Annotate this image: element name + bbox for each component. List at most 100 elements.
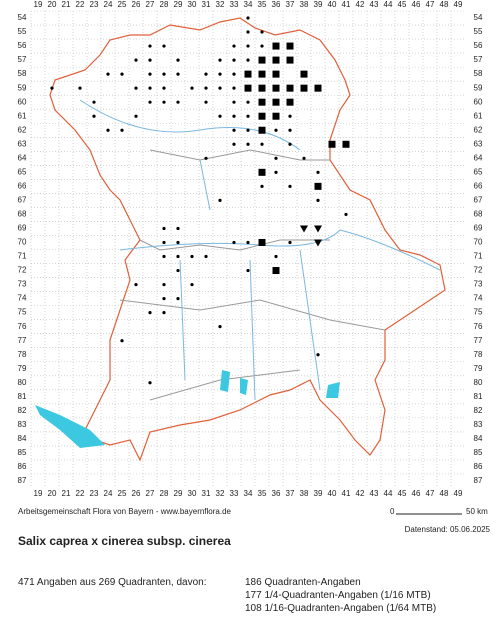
occurrence-dot xyxy=(176,58,180,62)
breakdown-line: 177 1/4-Quadranten-Angaben (1/16 MTB) xyxy=(245,590,431,601)
column-label: 37 xyxy=(286,0,295,9)
row-label: 80 xyxy=(18,378,27,387)
occurrence-dot xyxy=(190,254,194,259)
occurrence-dot xyxy=(120,339,124,343)
column-label: 44 xyxy=(384,489,393,498)
row-label: 58 xyxy=(18,69,27,78)
occurrence-dot xyxy=(162,282,166,287)
occurrence-dot xyxy=(218,86,222,90)
column-label: 45 xyxy=(398,489,407,498)
occurrence-dot xyxy=(232,114,236,118)
occurrence-dot xyxy=(218,198,222,202)
column-label: 22 xyxy=(76,489,85,498)
occurrence-dot xyxy=(288,184,292,188)
row-label: 87 xyxy=(474,476,483,485)
occurrence-dot xyxy=(246,268,250,273)
state-border xyxy=(49,17,446,462)
column-label: 24 xyxy=(104,0,113,9)
row-label: 71 xyxy=(18,252,27,261)
occurrence-dot xyxy=(260,184,264,188)
row-label: 68 xyxy=(18,210,27,219)
column-label: 41 xyxy=(342,489,351,498)
row-label: 70 xyxy=(474,238,483,247)
occurrence-dot xyxy=(232,44,236,48)
lake xyxy=(220,370,340,398)
occurrence-dot xyxy=(246,114,250,118)
column-label: 36 xyxy=(272,489,281,498)
row-label: 85 xyxy=(18,448,27,457)
column-label: 21 xyxy=(62,489,71,498)
date: Datenstand: 05.06.2025 xyxy=(405,525,491,534)
occurrence-dot xyxy=(316,198,320,202)
scale-end: 50 km xyxy=(466,507,488,516)
row-label: 76 xyxy=(18,322,27,331)
occurrence-square xyxy=(244,84,252,92)
occurrence-dot xyxy=(274,254,278,259)
column-label: 33 xyxy=(230,0,239,9)
row-label: 74 xyxy=(18,294,27,303)
occurrence-dot xyxy=(302,156,306,160)
occurrence-dot xyxy=(148,44,152,48)
occurrence-dot xyxy=(148,381,152,385)
occurrence-dot xyxy=(92,100,96,104)
occurrence-dot xyxy=(176,72,180,76)
occurrence-dot xyxy=(190,86,194,90)
row-label: 59 xyxy=(474,83,483,92)
occurrence-dot xyxy=(162,86,166,90)
column-label: 39 xyxy=(314,489,323,498)
title: Salix caprea x cinerea subsp. cinerea xyxy=(18,534,231,548)
occurrence-dot xyxy=(204,156,208,160)
occurrence-square xyxy=(272,98,280,106)
row-label: 86 xyxy=(18,462,27,471)
occurrence-square xyxy=(272,84,280,92)
column-label: 27 xyxy=(146,489,155,498)
occurrence-dot xyxy=(232,142,236,146)
row-label: 69 xyxy=(18,224,27,233)
row-label: 81 xyxy=(474,392,483,401)
row-label: 84 xyxy=(474,434,483,443)
column-label: 41 xyxy=(342,0,351,9)
occurrence-dot xyxy=(260,44,264,48)
column-label: 44 xyxy=(384,0,393,9)
row-label: 82 xyxy=(474,406,483,415)
occurrence-square xyxy=(272,70,280,78)
row-label: 55 xyxy=(474,27,483,36)
occurrence-dot xyxy=(176,297,180,301)
column-label: 35 xyxy=(258,489,267,498)
district-border xyxy=(119,149,386,401)
column-label: 30 xyxy=(188,0,197,9)
occurrence-dot xyxy=(162,297,166,301)
row-label: 68 xyxy=(474,210,483,219)
occurrence-dot xyxy=(162,311,166,315)
column-label: 29 xyxy=(174,0,183,9)
occurrence-square xyxy=(258,70,266,78)
occurrence-dot xyxy=(190,282,194,287)
occurrence-dot xyxy=(288,114,292,118)
occurrence-dot xyxy=(106,72,110,76)
summary: 471 Angaben aus 269 Quadranten, davon: xyxy=(18,577,207,588)
row-label: 67 xyxy=(18,195,27,204)
occurrence-triangle xyxy=(300,225,308,233)
row-label: 60 xyxy=(18,97,27,106)
column-label: 43 xyxy=(370,0,379,9)
row-label: 66 xyxy=(18,181,27,190)
occurrence-dot xyxy=(232,240,236,245)
occurrence-dot xyxy=(232,86,236,90)
river xyxy=(79,99,441,401)
column-label: 40 xyxy=(328,489,337,498)
row-label: 54 xyxy=(18,13,27,22)
occurrence-dot xyxy=(148,72,152,76)
column-label: 38 xyxy=(300,0,309,9)
column-label: 47 xyxy=(426,489,435,498)
column-label: 33 xyxy=(230,489,239,498)
row-label: 87 xyxy=(18,476,27,485)
occurrence-square xyxy=(328,140,336,148)
occurrence-square xyxy=(258,126,266,134)
row-label: 59 xyxy=(18,83,27,92)
row-label: 72 xyxy=(18,266,27,275)
row-label: 61 xyxy=(474,111,483,120)
occurrence-triangle xyxy=(314,239,322,247)
occurrence-dot xyxy=(120,72,124,76)
column-label: 32 xyxy=(216,0,225,9)
occurrence-dot xyxy=(274,156,278,160)
